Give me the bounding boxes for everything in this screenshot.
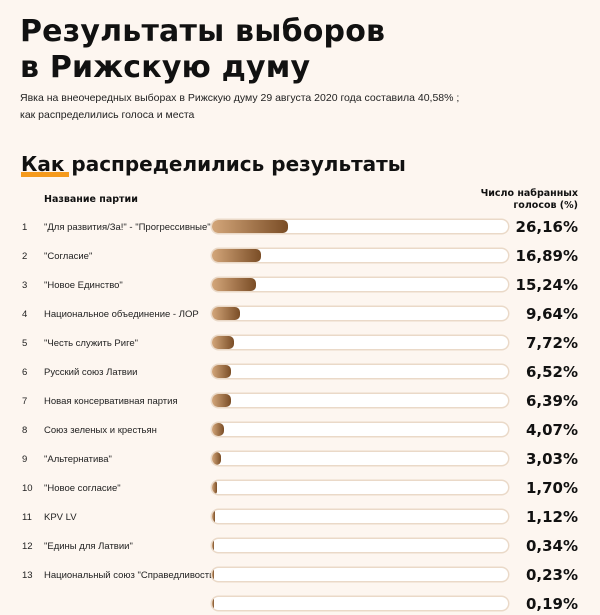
chart-row: 9 "Альтернатива" 3,03% xyxy=(0,450,600,470)
value-label: 0,34% xyxy=(525,537,578,555)
bar-track xyxy=(212,394,508,407)
bar xyxy=(212,249,261,262)
value-label: 0,23% xyxy=(525,566,578,584)
chart-row: 11 KPV LV 1,12% xyxy=(0,508,600,528)
bar xyxy=(212,597,214,610)
party-name: "Честь служить Риге" xyxy=(44,338,138,349)
bar xyxy=(212,568,214,581)
subtitle: Явка на внеочередных выборах в Рижскую д… xyxy=(20,90,459,124)
title-line-2: в Рижскую думу xyxy=(20,50,311,85)
party-name: "Новое согласие" xyxy=(44,483,121,494)
value-label: 6,52% xyxy=(525,363,578,381)
party-name: Союз зеленых и крестьян xyxy=(44,425,157,436)
value-label: 1,12% xyxy=(525,508,578,526)
party-name: "Альтернатива" xyxy=(44,454,112,465)
row-number: 2 xyxy=(22,251,28,262)
party-name: KPV LV xyxy=(44,512,77,523)
bar-track xyxy=(212,220,508,233)
bar-track xyxy=(212,539,508,552)
chart-row: 5 "Честь служить Риге" 7,72% xyxy=(0,334,600,354)
bar-track xyxy=(212,423,508,436)
row-number: 12 xyxy=(22,541,33,552)
subtitle-line-1: Явка на внеочередных выборах в Рижскую д… xyxy=(20,92,460,104)
chart-row: 1 "Для развития/За!" - "Прогрессивные" 26,… xyxy=(0,218,600,238)
party-name: Национальный союз "Справедливость" xyxy=(44,570,218,581)
row-number: 10 xyxy=(22,483,33,494)
value-label: 3,03% xyxy=(525,450,578,468)
title-line-1: Результаты выборов xyxy=(20,14,386,49)
bar xyxy=(212,452,221,465)
value-label: 1,70% xyxy=(525,479,578,497)
row-number: 13 xyxy=(22,570,33,581)
bar xyxy=(212,423,224,436)
value-label: 16,89% xyxy=(515,247,578,265)
bar xyxy=(212,220,288,233)
row-number: 3 xyxy=(22,280,28,291)
bar-track xyxy=(212,452,508,465)
subtitle-line-2: как распределились голоса и места xyxy=(20,109,195,121)
row-number: 5 xyxy=(22,338,28,349)
bar xyxy=(212,336,235,349)
bar-track xyxy=(212,481,508,494)
column-header-votes-line-2: голосов (%) xyxy=(513,200,578,211)
row-number: 6 xyxy=(22,367,28,378)
value-label: 6,39% xyxy=(525,392,578,410)
bar xyxy=(212,394,231,407)
party-name: Национальное объединение - ЛОР xyxy=(44,309,199,320)
accent-bar xyxy=(21,172,69,177)
value-label: 7,72% xyxy=(525,334,578,352)
column-header-votes-line-1: Число набранных xyxy=(480,188,578,199)
page-title: Результаты выборов в Рижскую думу xyxy=(20,14,385,86)
row-number: 9 xyxy=(22,454,28,465)
value-label: 26,16% xyxy=(515,218,578,236)
chart-row: 4 Национальное объединение - ЛОР 9,64% xyxy=(0,305,600,325)
row-number: 4 xyxy=(22,309,28,320)
bar-track xyxy=(212,278,508,291)
bar xyxy=(212,510,216,523)
chart-row: 6 Русский союз Латвии 6,52% xyxy=(0,363,600,383)
chart-row: 7 Новая консервативная партия 6,39% xyxy=(0,392,600,412)
party-name: "Согласие" xyxy=(44,251,93,262)
chart-row: 8 Союз зеленых и крестьян 4,07% xyxy=(0,421,600,441)
value-label: 15,24% xyxy=(515,276,578,294)
column-header-votes: Число набранных голосов (%) xyxy=(458,188,578,212)
value-label: 9,64% xyxy=(525,305,578,323)
row-number: 7 xyxy=(22,396,28,407)
value-label: 0,19% xyxy=(525,595,578,613)
party-name: "Новое Единство" xyxy=(44,280,123,291)
bar xyxy=(212,365,231,378)
bar-track xyxy=(212,336,508,349)
bar xyxy=(212,307,240,320)
party-name: "Едины для Латвии" xyxy=(44,541,133,552)
bar-track xyxy=(212,307,508,320)
chart-row: 13 Национальный союз "Справедливость" 0,23… xyxy=(0,566,600,586)
column-header-party: Название партии xyxy=(44,194,138,205)
section-title: Как распределились результаты xyxy=(21,152,406,176)
row-number: 1 xyxy=(22,222,28,233)
bar-track xyxy=(212,597,508,610)
row-number: 8 xyxy=(22,425,28,436)
bar-track xyxy=(212,249,508,262)
party-name: Русский союз Латвии xyxy=(44,367,138,378)
bar xyxy=(212,539,214,552)
chart-row: 0,19% xyxy=(0,595,600,615)
bar-track xyxy=(212,568,508,581)
value-label: 4,07% xyxy=(525,421,578,439)
chart-row: 2 "Согласие" 16,89% xyxy=(0,247,600,267)
bar xyxy=(212,481,217,494)
party-name: Новая консервативная партия xyxy=(44,396,178,407)
chart-row: 12 "Едины для Латвии" 0,34% xyxy=(0,537,600,557)
party-name: "Для развития/За!" - "Прогрессивные" xyxy=(44,222,211,233)
chart-row: 3 "Новое Единство" 15,24% xyxy=(0,276,600,296)
row-number: 11 xyxy=(22,512,32,523)
bar-track xyxy=(212,365,508,378)
bar xyxy=(212,278,257,291)
chart-row: 10 "Новое согласие" 1,70% xyxy=(0,479,600,499)
bar-track xyxy=(212,510,508,523)
